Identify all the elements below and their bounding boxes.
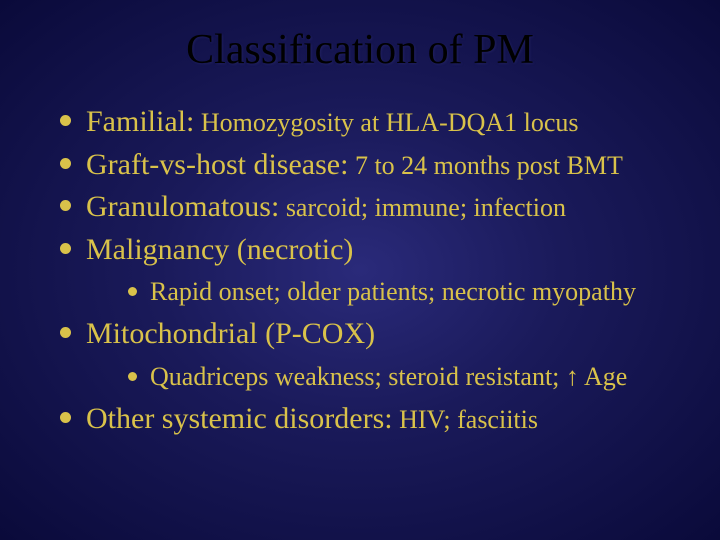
item-detail: Homozygosity at HLA-DQA1 locus <box>194 108 578 137</box>
sub-list-item: Quadriceps weakness; steroid resistant; … <box>128 359 680 395</box>
bullet-list-level2: Rapid onset; older patients; necrotic my… <box>86 274 680 310</box>
item-lead: Mitochondrial (P-COX) <box>86 317 375 350</box>
item-detail: HIV; fasciitis <box>393 405 538 434</box>
item-lead: Granulomatous: <box>86 190 279 223</box>
slide-title: Classification of PM <box>40 26 680 74</box>
list-item: Graft-vs-host disease: 7 to 24 months po… <box>60 145 680 186</box>
list-item: Mitochondrial (P-COX) Quadriceps weaknes… <box>60 314 680 395</box>
item-lead: Graft-vs-host disease: <box>86 148 348 181</box>
item-lead: Familial: <box>86 105 194 138</box>
item-detail: 7 to 24 months post BMT <box>348 151 622 180</box>
list-item: Familial: Homozygosity at HLA-DQA1 locus <box>60 102 680 143</box>
bullet-list-level1: Familial: Homozygosity at HLA-DQA1 locus… <box>40 102 680 440</box>
sub-list-item: Rapid onset; older patients; necrotic my… <box>128 274 680 310</box>
item-lead: Other systemic disorders: <box>86 402 393 435</box>
list-item: Granulomatous: sarcoid; immune; infectio… <box>60 187 680 228</box>
item-lead: Malignancy (necrotic) <box>86 233 353 266</box>
list-item: Malignancy (necrotic) Rapid onset; older… <box>60 230 680 311</box>
item-detail: sarcoid; immune; infection <box>279 193 566 222</box>
list-item: Other systemic disorders: HIV; fasciitis <box>60 399 680 440</box>
slide: Classification of PM Familial: Homozygos… <box>0 0 720 540</box>
bullet-list-level2: Quadriceps weakness; steroid resistant; … <box>86 359 680 395</box>
